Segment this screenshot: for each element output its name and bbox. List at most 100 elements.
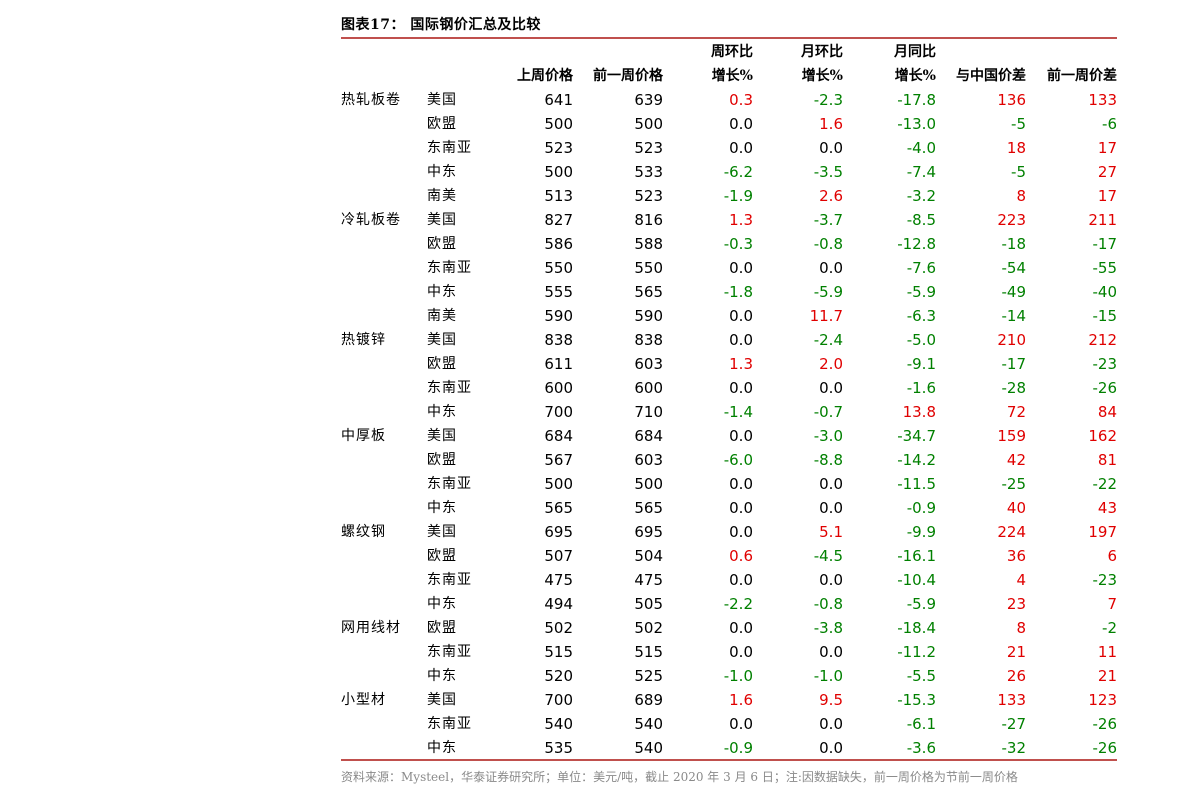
row-region: 美国 (427, 428, 457, 444)
cell-month-change: 0.0 (819, 259, 843, 277)
cell-prev-diff: -15 (1092, 307, 1118, 325)
cell-prev-week-price: 838 (634, 331, 663, 349)
row-region: 欧盟 (427, 620, 457, 636)
header-week-line1: 周环比 (711, 44, 753, 60)
cell-prev-diff: -6 (1102, 115, 1117, 133)
cell-year-change: -5.9 (906, 283, 936, 301)
cell-week-change: -1.8 (723, 283, 753, 301)
row-category (341, 448, 427, 472)
cell-china-diff: -49 (1001, 283, 1027, 301)
table-row: 东南亚 550 550 0.0 0.0 -7.6 -54 -55 (341, 256, 1117, 280)
cell-prev-diff: 211 (1088, 211, 1117, 229)
bottom-rule (341, 759, 1117, 761)
row-category (341, 112, 427, 136)
table-row: 中东 494 505 -2.2 -0.8 -5.9 23 7 (341, 592, 1117, 616)
table-row: 东南亚 540 540 0.0 0.0 -6.1 -27 -26 (341, 712, 1117, 736)
row-category (341, 280, 427, 304)
cell-last-week-price: 586 (544, 235, 573, 253)
cell-last-week-price: 700 (544, 403, 573, 421)
cell-week-change: -2.2 (723, 595, 753, 613)
cell-prev-diff: 27 (1097, 163, 1117, 181)
row-category (341, 472, 427, 496)
cell-last-week-price: 494 (544, 595, 573, 613)
row-category (341, 304, 427, 328)
cell-year-change: -8.5 (906, 211, 936, 229)
table-row: 冷轧板卷 美国 827 816 1.3 -3.7 -8.5 223 211 (341, 208, 1117, 232)
cell-china-diff: 8 (1016, 619, 1026, 637)
header-month-line1: 月环比 (801, 44, 843, 60)
table-row: 南美 513 523 -1.9 2.6 -3.2 8 17 (341, 184, 1117, 208)
cell-last-week-price: 600 (544, 379, 573, 397)
cell-china-diff: 21 (1006, 643, 1026, 661)
cell-prev-diff: 212 (1088, 331, 1117, 349)
cell-month-change: -5.9 (813, 283, 843, 301)
cell-china-diff: 26 (1006, 667, 1026, 685)
row-category: 中厚板 (341, 428, 386, 444)
row-region: 中东 (427, 404, 457, 420)
cell-prev-diff: 11 (1097, 643, 1117, 661)
table-row: 欧盟 507 504 0.6 -4.5 -16.1 36 6 (341, 544, 1117, 568)
cell-month-change: 0.0 (819, 499, 843, 517)
cell-prev-diff: 6 (1107, 547, 1117, 565)
cell-week-change: 0.3 (729, 91, 753, 109)
header-week-line2: 增长% (711, 68, 753, 84)
cell-week-change: 0.0 (729, 139, 753, 157)
cell-last-week-price: 590 (544, 307, 573, 325)
cell-last-week-price: 641 (544, 91, 573, 109)
row-region: 中东 (427, 284, 457, 300)
row-region: 中东 (427, 596, 457, 612)
cell-week-change: 0.0 (729, 619, 753, 637)
cell-china-diff: 40 (1006, 499, 1026, 517)
cell-month-change: -3.8 (813, 619, 843, 637)
title-rule (341, 37, 1117, 39)
cell-china-diff: -32 (1001, 739, 1027, 757)
cell-china-diff: -5 (1011, 163, 1026, 181)
cell-month-change: 0.0 (819, 715, 843, 733)
row-category (341, 160, 427, 184)
cell-prev-week-price: 475 (634, 571, 663, 589)
row-region: 中东 (427, 500, 457, 516)
table-row: 中东 500 533 -6.2 -3.5 -7.4 -5 27 (341, 160, 1117, 184)
row-category (341, 664, 427, 688)
cell-month-change: 1.6 (819, 115, 843, 133)
cell-china-diff: 8 (1016, 187, 1026, 205)
cell-prev-diff: -40 (1092, 283, 1118, 301)
cell-china-diff: 4 (1016, 571, 1026, 589)
cell-last-week-price: 684 (544, 427, 573, 445)
table-row: 欧盟 611 603 1.3 2.0 -9.1 -17 -23 (341, 352, 1117, 376)
cell-prev-week-price: 590 (634, 307, 663, 325)
cell-china-diff: 36 (1006, 547, 1026, 565)
cell-prev-diff: 43 (1097, 499, 1117, 517)
cell-month-change: -3.0 (813, 427, 843, 445)
table-row: 欧盟 586 588 -0.3 -0.8 -12.8 -18 -17 (341, 232, 1117, 256)
cell-week-change: 0.0 (729, 523, 753, 541)
cell-month-change: -1.0 (813, 667, 843, 685)
cell-week-change: 0.0 (729, 307, 753, 325)
cell-year-change: -9.1 (906, 355, 936, 373)
cell-prev-diff: -26 (1092, 379, 1118, 397)
table-row: 中东 565 565 0.0 0.0 -0.9 40 43 (341, 496, 1117, 520)
row-category (341, 592, 427, 616)
table-row: 中东 520 525 -1.0 -1.0 -5.5 26 21 (341, 664, 1117, 688)
cell-year-change: -5.5 (906, 667, 936, 685)
cell-week-change: 0.0 (729, 427, 753, 445)
cell-year-change: -1.6 (906, 379, 936, 397)
cell-week-change: 0.0 (729, 379, 753, 397)
cell-month-change: 0.0 (819, 739, 843, 757)
table-row: 中东 555 565 -1.8 -5.9 -5.9 -49 -40 (341, 280, 1117, 304)
cell-year-change: -6.3 (906, 307, 936, 325)
row-category: 冷轧板卷 (341, 212, 401, 228)
cell-china-diff: -25 (1001, 475, 1027, 493)
cell-week-change: 0.0 (729, 475, 753, 493)
header-prev-week: 前一周价格 (593, 68, 663, 84)
table-row: 东南亚 515 515 0.0 0.0 -11.2 21 11 (341, 640, 1117, 664)
cell-prev-week-price: 684 (634, 427, 663, 445)
cell-year-change: -5.9 (906, 595, 936, 613)
cell-prev-week-price: 523 (634, 187, 663, 205)
cell-year-change: -0.9 (906, 499, 936, 517)
cell-year-change: -11.2 (897, 643, 936, 661)
cell-prev-diff: 123 (1088, 691, 1117, 709)
steel-price-table: 周环比 月环比 月同比 上周价格 前一周价格 增长% 增长% 增长% 与中国价差… (341, 40, 1117, 760)
cell-china-diff: 159 (997, 427, 1026, 445)
cell-month-change: 2.0 (819, 355, 843, 373)
